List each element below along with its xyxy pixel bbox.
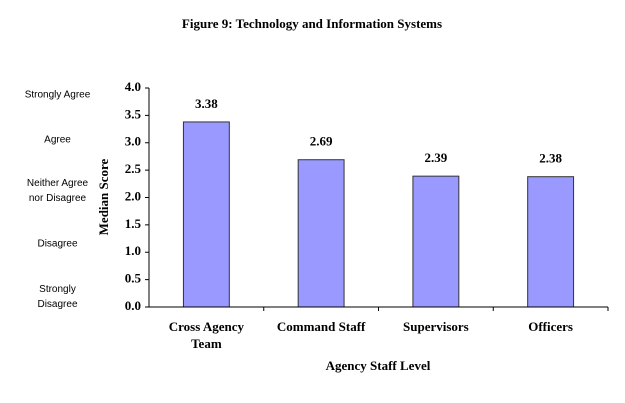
x-tick-label: Command Staff <box>276 319 366 334</box>
value-label: 3.38 <box>195 96 218 111</box>
bar <box>412 175 460 308</box>
y-tick-label: 0.0 <box>125 298 141 313</box>
bar <box>527 176 575 308</box>
y-tick-label: 1.5 <box>125 216 142 231</box>
y-tick-label: 4.0 <box>125 79 141 94</box>
y-tick-label: 3.5 <box>125 106 142 121</box>
value-label: 2.39 <box>425 150 448 165</box>
x-tick-label: Officers <box>528 319 573 334</box>
x-tick-label: Cross Agency Team <box>168 319 244 351</box>
bar <box>182 121 230 308</box>
scale-label: Strongly Agree <box>24 89 91 101</box>
scale-label: Agree <box>44 134 71 146</box>
bar <box>297 159 345 308</box>
y-axis-title: Median Score <box>96 158 111 235</box>
y-tick-label: 3.0 <box>125 134 141 149</box>
chart-title: Figure 9: Technology and Information Sys… <box>182 16 442 31</box>
scale-label: Disagree <box>37 238 78 250</box>
scale-label: Strongly Disagree <box>37 284 78 310</box>
y-tick-label: 0.5 <box>125 271 142 286</box>
value-label: 2.69 <box>310 134 333 149</box>
value-label: 2.38 <box>539 151 562 166</box>
y-tick-label: 2.0 <box>125 188 141 203</box>
y-tick-label: 1.0 <box>125 243 141 258</box>
x-axis-title: Agency Staff Level <box>326 358 431 373</box>
scale-label: Neither Agree nor Disagree <box>26 178 89 204</box>
x-tick-label: Supervisors <box>403 319 469 334</box>
y-tick-label: 2.5 <box>125 161 142 176</box>
